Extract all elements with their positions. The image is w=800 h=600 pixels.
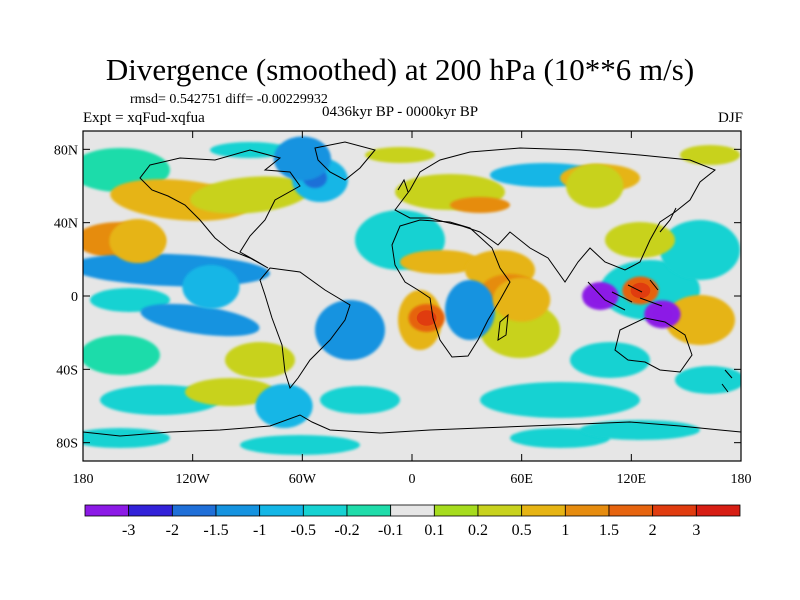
colorbar-label: 0.2 bbox=[468, 522, 488, 539]
field-region bbox=[320, 386, 400, 414]
y-tick-label: 40N bbox=[54, 217, 78, 232]
field-region bbox=[400, 250, 480, 274]
field-feature-core bbox=[652, 306, 673, 323]
colorbar-swatch bbox=[215, 504, 261, 517]
field-region bbox=[660, 220, 740, 280]
field-region bbox=[190, 176, 310, 214]
colorbar-swatch bbox=[477, 504, 523, 517]
colorbar-label: -1 bbox=[253, 522, 266, 539]
y-tick-label: 0 bbox=[71, 290, 78, 305]
field-region bbox=[605, 222, 675, 258]
coast-australia bbox=[614, 317, 693, 373]
x-tick-label: 180 bbox=[731, 472, 752, 487]
coast-south-america bbox=[259, 267, 351, 390]
rmsd-diff-stats: rmsd= 0.542751 diff= -0.00229932 bbox=[130, 92, 328, 107]
colorbar-swatch bbox=[259, 504, 304, 517]
field-feature bbox=[493, 277, 551, 322]
coast-new-zealand bbox=[721, 369, 733, 393]
colorbar-swatch bbox=[564, 504, 610, 517]
colorbar-label: -0.2 bbox=[334, 522, 359, 539]
field-region bbox=[315, 300, 385, 360]
x-tick-label: 120W bbox=[176, 472, 211, 487]
field-region bbox=[480, 382, 640, 418]
colorbar: -3 -2 -1.5 -1 -0.5 -0.2 -0.1 0.1 0.2 0.5 1 1.5 2 3 bbox=[84, 504, 741, 539]
colorbar-swatch bbox=[652, 504, 697, 517]
colorbar-label: 1.5 bbox=[599, 522, 619, 539]
field-region bbox=[445, 280, 495, 340]
colorbar-label: 0.5 bbox=[512, 522, 532, 539]
colorbar-swatch bbox=[695, 504, 741, 517]
colorbar-swatch bbox=[390, 504, 435, 517]
coast-uk bbox=[397, 178, 409, 193]
colorbar-label: -0.5 bbox=[291, 522, 316, 539]
y-tick-label: 80S bbox=[56, 437, 78, 452]
colorbar-swatch bbox=[128, 504, 173, 517]
colorbar-label: 3 bbox=[692, 522, 700, 539]
colorbar-label: -2 bbox=[166, 522, 179, 539]
coast-madagascar bbox=[497, 313, 509, 341]
coast-antarctica bbox=[83, 414, 741, 437]
field-region bbox=[225, 342, 295, 378]
colorbar-label: -3 bbox=[122, 522, 135, 539]
x-axis: 180 120W 60W 0 60E 120E 180 bbox=[73, 131, 752, 487]
x-tick-label: 60W bbox=[289, 472, 317, 487]
chart-title: Divergence (smoothed) at 200 hPa (10**6 … bbox=[105, 52, 695, 87]
field-region bbox=[365, 147, 435, 163]
field-region bbox=[83, 335, 160, 375]
colorbar-swatch bbox=[171, 504, 217, 517]
field-region bbox=[83, 428, 170, 448]
x-tick-label: 60E bbox=[510, 472, 533, 487]
coast-africa bbox=[391, 219, 511, 358]
field-region bbox=[665, 295, 735, 345]
colorbar-swatch bbox=[302, 504, 348, 517]
colorbar-swatch bbox=[521, 504, 566, 517]
coast-maritime-islands bbox=[587, 279, 663, 311]
coast-north-america bbox=[139, 149, 301, 269]
experiment-label: Expt = xqFud-xqfua bbox=[83, 110, 205, 126]
field-feature-core bbox=[630, 282, 651, 299]
coast-japan bbox=[659, 207, 677, 233]
field-feature bbox=[255, 384, 313, 428]
field-region bbox=[140, 303, 260, 337]
season-label: DJF bbox=[717, 110, 743, 126]
coastlines bbox=[83, 141, 741, 437]
field-region bbox=[450, 197, 510, 213]
colorbar-swatch bbox=[608, 504, 654, 517]
y-axis: 80N 40N 0 40S 80S bbox=[54, 143, 741, 452]
field-region bbox=[185, 378, 275, 406]
colorbar-label: -1.5 bbox=[203, 522, 228, 539]
colorbar-label: 1 bbox=[561, 522, 569, 539]
x-tick-label: 0 bbox=[409, 472, 416, 487]
colorbar-label: 2 bbox=[649, 522, 657, 539]
field-feature-core bbox=[416, 310, 437, 326]
period-label: 0436kyr BP - 0000kyr BP bbox=[322, 104, 479, 120]
field-region bbox=[675, 366, 741, 394]
coast-greenland bbox=[314, 141, 376, 181]
field-region bbox=[680, 145, 740, 165]
colorbar-swatch bbox=[346, 504, 392, 517]
colorbar-label: -0.1 bbox=[378, 522, 403, 539]
colorbar-swatch bbox=[433, 504, 479, 517]
y-tick-label: 40S bbox=[56, 363, 78, 378]
x-tick-label: 180 bbox=[73, 472, 94, 487]
field-region bbox=[570, 342, 650, 378]
field-feature bbox=[182, 264, 240, 309]
x-tick-label: 120E bbox=[617, 472, 647, 487]
field-feature bbox=[109, 219, 167, 263]
field-feature bbox=[273, 136, 331, 181]
field-region bbox=[240, 435, 360, 455]
colorbar-swatch bbox=[84, 504, 130, 517]
colorbar-label: 0.1 bbox=[424, 522, 444, 539]
coast-eurasia bbox=[394, 147, 716, 283]
field-feature bbox=[566, 164, 624, 208]
y-tick-label: 80N bbox=[54, 143, 78, 158]
